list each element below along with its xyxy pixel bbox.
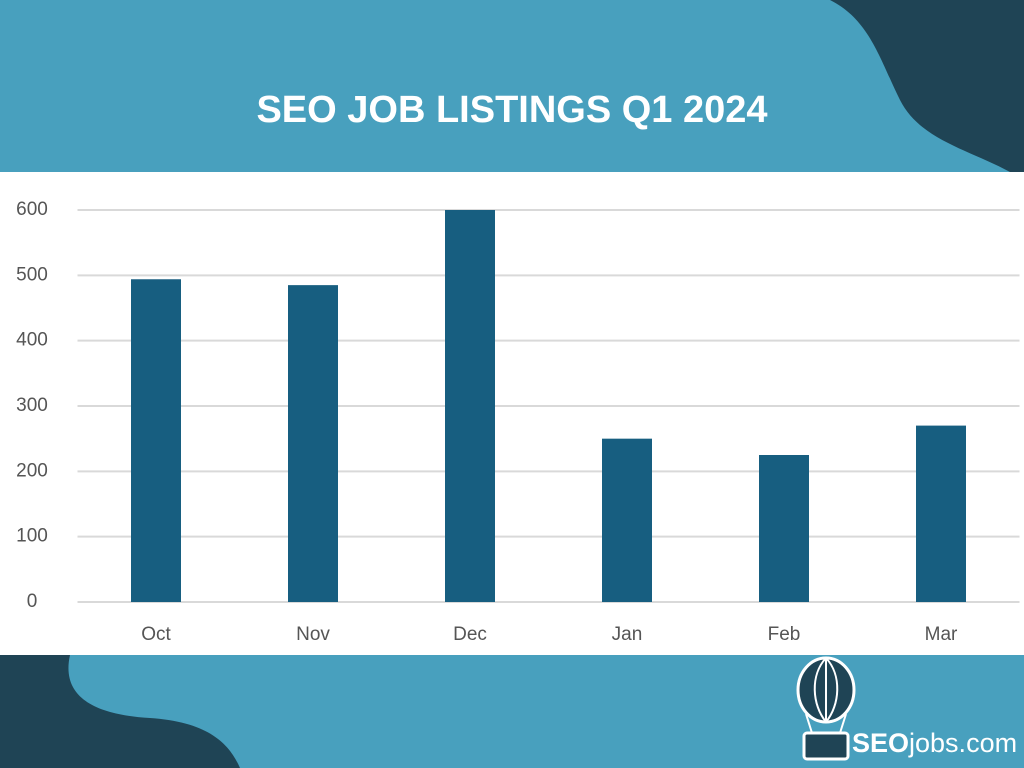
balloon-ropes xyxy=(805,713,847,734)
bar xyxy=(759,455,809,602)
x-tick-label: Mar xyxy=(925,624,958,645)
top-banner xyxy=(0,0,1024,172)
logo-bold: SEO xyxy=(852,728,909,758)
y-tick-label: 500 xyxy=(16,264,48,285)
basket xyxy=(802,731,850,761)
logo: SEOjobs.com xyxy=(796,656,1017,761)
x-tick-label: Dec xyxy=(453,624,487,645)
y-tick-label: 0 xyxy=(27,591,38,612)
logo-rest: jobs.com xyxy=(908,728,1017,758)
bar xyxy=(602,438,652,602)
x-tick-label: Jan xyxy=(612,624,643,645)
y-tick-label: 300 xyxy=(16,395,48,416)
bar xyxy=(288,285,338,602)
y-tick-label: 100 xyxy=(16,526,48,547)
chart-title: SEO JOB LISTINGS Q1 2024 xyxy=(256,89,767,131)
bar xyxy=(916,425,966,602)
y-tick-label: 200 xyxy=(16,460,48,481)
x-tick-label: Nov xyxy=(296,624,330,645)
corner-shape xyxy=(0,655,240,768)
y-tick-label: 600 xyxy=(16,199,48,220)
x-tick-label: Oct xyxy=(141,624,171,645)
bar xyxy=(445,210,495,602)
logo-text: SEOjobs.com xyxy=(852,728,1017,758)
x-tick-label: Feb xyxy=(768,624,801,645)
corner-shape xyxy=(830,0,1024,172)
y-tick-label: 400 xyxy=(16,330,48,351)
balloon-lines xyxy=(813,657,839,723)
bar xyxy=(131,279,181,602)
